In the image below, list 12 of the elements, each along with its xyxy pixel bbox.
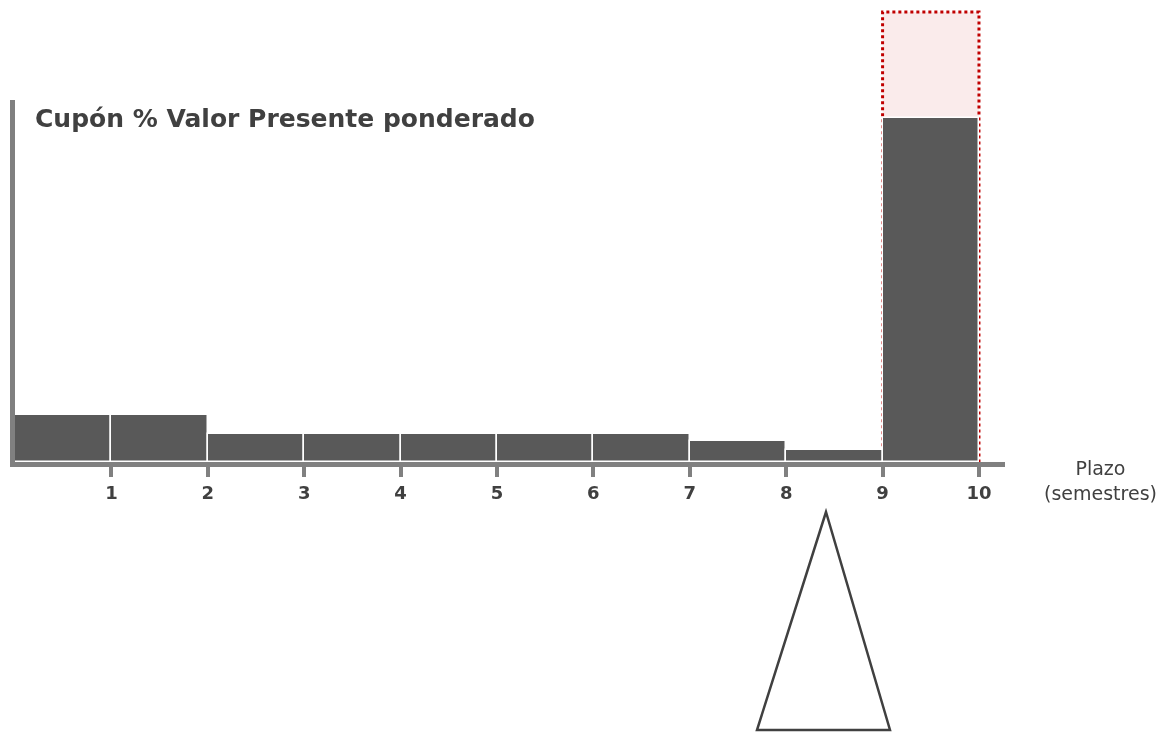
x-tick-label: 1 — [105, 481, 118, 503]
x-tick-label: 9 — [876, 481, 889, 503]
x-tick-label: 10 — [966, 481, 992, 503]
x-tick-label: 4 — [394, 481, 407, 503]
chart-title: Cupón % Valor Presente ponderado — [35, 103, 535, 133]
x-axis-title: Plazo (semestres) — [1044, 457, 1157, 504]
x-tick-label: 2 — [201, 481, 215, 503]
x-tick-label: 6 — [587, 481, 600, 503]
x-tick-label: 8 — [779, 481, 793, 503]
x-tick-label: 5 — [490, 481, 504, 503]
x-tick-label: 7 — [683, 481, 697, 503]
x-tick-label: 3 — [297, 481, 311, 503]
